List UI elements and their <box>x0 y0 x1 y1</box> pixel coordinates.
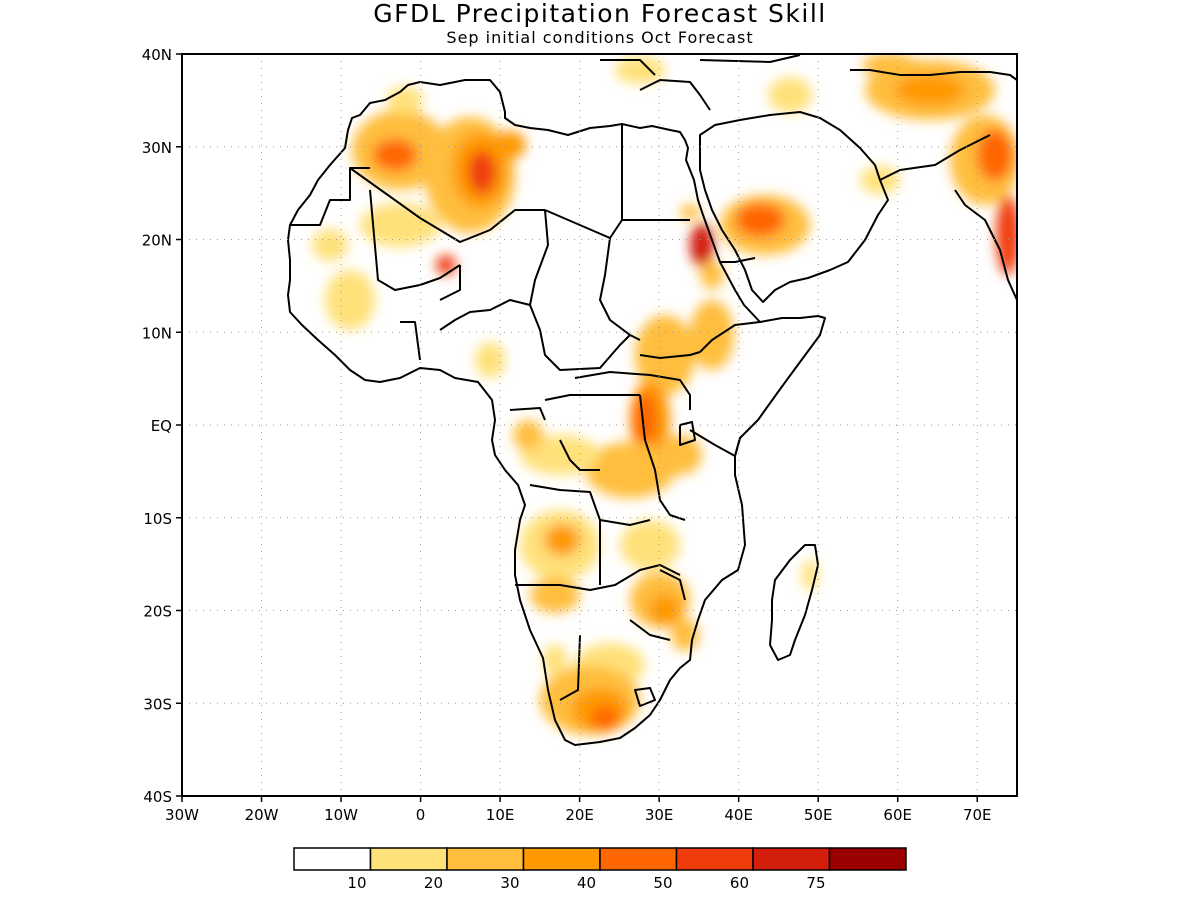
skill-shading <box>312 54 1017 735</box>
lat-tick-label: 30S <box>143 695 172 713</box>
lon-tick-label: 10E <box>486 806 515 824</box>
colorbar-label: 30 <box>500 874 519 892</box>
colorbar-swatch <box>599 847 678 871</box>
lon-tick-label: 20E <box>565 806 594 824</box>
lon-tick-label: 20W <box>245 806 279 824</box>
map-subtitle: Sep initial conditions Oct Forecast <box>446 28 754 47</box>
colorbar-swatch <box>293 847 372 871</box>
colorbar-label: 50 <box>653 874 672 892</box>
colorbar-label: 75 <box>806 874 825 892</box>
lon-tick-label: 30W <box>165 806 199 824</box>
lat-tick-label: 20N <box>142 232 172 250</box>
map-title: GFDL Precipitation Forecast Skill <box>373 0 827 28</box>
colorbar-swatch <box>828 847 907 871</box>
colorbar-swatch <box>752 847 831 871</box>
colorbar-label: 60 <box>730 874 749 892</box>
lon-tick-label: 60E <box>883 806 912 824</box>
lon-tick-label: 70E <box>963 806 992 824</box>
lat-tick-label: 20S <box>143 603 172 621</box>
colorbar-label: 40 <box>577 874 596 892</box>
lat-tick-label: EQ <box>151 417 172 435</box>
colorbar-swatch <box>675 847 754 871</box>
colorbar-label: 20 <box>424 874 443 892</box>
colorbar-swatch <box>522 847 601 871</box>
coastlines-and-borders <box>287 54 1017 746</box>
lat-tick-label: 10S <box>143 510 172 528</box>
lat-tick-label: 30N <box>142 139 172 157</box>
lon-tick-label: 0 <box>416 806 426 824</box>
lat-tick-label: 40S <box>143 788 172 806</box>
gridlines <box>182 54 1017 796</box>
lat-tick-label: 10N <box>142 324 172 342</box>
colorbar: 10 20 30 40 50 60 75 <box>293 847 907 892</box>
colorbar-label: 10 <box>347 874 366 892</box>
lon-tick-label: 10W <box>324 806 358 824</box>
lon-tick-label: 30E <box>645 806 674 824</box>
colorbar-swatch <box>446 847 525 871</box>
axis-labels: 30W 20W 10W 0 10E 20E 30E 40E 50E 60E 70E 40N 30N 20N… <box>142 46 992 824</box>
lon-tick-label: 50E <box>804 806 833 824</box>
lon-tick-label: 40E <box>724 806 753 824</box>
lat-tick-label: 40N <box>142 46 172 64</box>
colorbar-swatch <box>369 847 448 871</box>
